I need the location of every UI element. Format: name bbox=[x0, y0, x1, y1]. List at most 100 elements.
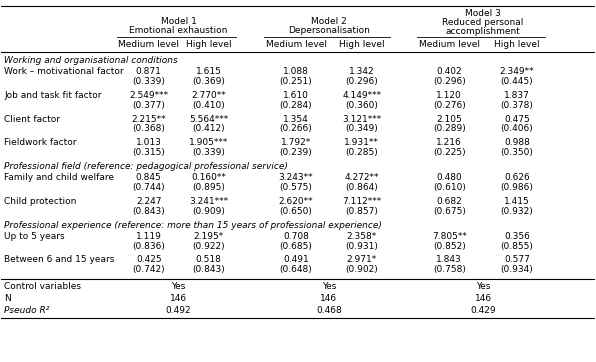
Text: 0.480: 0.480 bbox=[436, 173, 462, 182]
Text: 2.770**: 2.770** bbox=[191, 91, 226, 100]
Text: (0.855): (0.855) bbox=[501, 241, 533, 251]
Text: 2.195*: 2.195* bbox=[193, 232, 224, 241]
Text: (0.648): (0.648) bbox=[280, 265, 312, 274]
Text: Medium level: Medium level bbox=[265, 40, 327, 49]
Text: 4.149***: 4.149*** bbox=[342, 91, 381, 100]
Text: High level: High level bbox=[339, 40, 384, 49]
Text: Yes: Yes bbox=[172, 282, 186, 291]
Text: 3.241***: 3.241*** bbox=[189, 197, 228, 206]
Text: 2.215**: 2.215** bbox=[131, 114, 166, 123]
Text: (0.339): (0.339) bbox=[192, 148, 225, 157]
Text: (0.758): (0.758) bbox=[433, 265, 465, 274]
Text: 2.549***: 2.549*** bbox=[129, 91, 168, 100]
Text: (0.412): (0.412) bbox=[192, 125, 225, 134]
Text: 0.845: 0.845 bbox=[136, 173, 162, 182]
Text: Reduced personal: Reduced personal bbox=[442, 18, 524, 27]
Text: (0.864): (0.864) bbox=[345, 183, 378, 192]
Text: High level: High level bbox=[185, 40, 231, 49]
Text: (0.225): (0.225) bbox=[433, 148, 465, 157]
Text: (0.650): (0.650) bbox=[280, 207, 312, 216]
Text: 1.120: 1.120 bbox=[436, 91, 462, 100]
Text: 1.843: 1.843 bbox=[436, 256, 462, 264]
Text: (0.285): (0.285) bbox=[345, 148, 378, 157]
Text: (0.852): (0.852) bbox=[433, 241, 465, 251]
Text: (0.284): (0.284) bbox=[280, 101, 312, 110]
Text: 1.354: 1.354 bbox=[283, 114, 309, 123]
Text: (0.932): (0.932) bbox=[501, 207, 533, 216]
Text: 0.429: 0.429 bbox=[470, 306, 496, 315]
Text: 146: 146 bbox=[474, 294, 492, 303]
Text: 146: 146 bbox=[320, 294, 337, 303]
Text: Pseudo R²: Pseudo R² bbox=[4, 306, 49, 315]
Text: (0.909): (0.909) bbox=[192, 207, 225, 216]
Text: Client factor: Client factor bbox=[4, 114, 60, 123]
Text: Depersonalisation: Depersonalisation bbox=[288, 26, 370, 35]
Text: Model 2: Model 2 bbox=[311, 17, 347, 26]
Text: 1.931**: 1.931** bbox=[344, 138, 379, 147]
Text: 0.425: 0.425 bbox=[136, 256, 162, 264]
Text: Medium level: Medium level bbox=[118, 40, 179, 49]
Text: 7.112***: 7.112*** bbox=[342, 197, 381, 206]
Text: Working and organisational conditions: Working and organisational conditions bbox=[4, 56, 178, 65]
Text: 0.475: 0.475 bbox=[504, 114, 530, 123]
Text: (0.843): (0.843) bbox=[192, 265, 225, 274]
Text: accomplishment: accomplishment bbox=[446, 27, 520, 36]
Text: 0.160**: 0.160** bbox=[191, 173, 226, 182]
Text: 4.272**: 4.272** bbox=[344, 173, 379, 182]
Text: (0.296): (0.296) bbox=[345, 77, 378, 86]
Text: (0.315): (0.315) bbox=[132, 148, 165, 157]
Text: (0.406): (0.406) bbox=[501, 125, 533, 134]
Text: Professional experience (reference: more than 15 years of professional experienc: Professional experience (reference: more… bbox=[4, 221, 382, 230]
Text: Emotional exhaustion: Emotional exhaustion bbox=[129, 26, 228, 35]
Text: (0.360): (0.360) bbox=[345, 101, 378, 110]
Text: 1.837: 1.837 bbox=[504, 91, 530, 100]
Text: 0.518: 0.518 bbox=[195, 256, 221, 264]
Text: (0.445): (0.445) bbox=[501, 77, 533, 86]
Text: (0.350): (0.350) bbox=[501, 148, 533, 157]
Text: (0.902): (0.902) bbox=[345, 265, 378, 274]
Text: Medium level: Medium level bbox=[419, 40, 480, 49]
Text: (0.744): (0.744) bbox=[132, 183, 165, 192]
Text: (0.575): (0.575) bbox=[280, 183, 312, 192]
Text: 0.682: 0.682 bbox=[436, 197, 462, 206]
Text: 0.871: 0.871 bbox=[136, 67, 162, 76]
Text: Fieldwork factor: Fieldwork factor bbox=[4, 138, 77, 147]
Text: (0.266): (0.266) bbox=[280, 125, 312, 134]
Text: Model 1: Model 1 bbox=[160, 17, 197, 26]
Text: 0.402: 0.402 bbox=[436, 67, 462, 76]
Text: (0.369): (0.369) bbox=[192, 77, 225, 86]
Text: 1.013: 1.013 bbox=[136, 138, 162, 147]
Text: (0.675): (0.675) bbox=[433, 207, 465, 216]
Text: (0.931): (0.931) bbox=[345, 241, 378, 251]
Text: 0.468: 0.468 bbox=[316, 306, 342, 315]
Text: 1.342: 1.342 bbox=[349, 67, 374, 76]
Text: Model 3: Model 3 bbox=[465, 9, 501, 18]
Text: 2.105: 2.105 bbox=[436, 114, 462, 123]
Text: Between 6 and 15 years: Between 6 and 15 years bbox=[4, 256, 115, 264]
Text: (0.339): (0.339) bbox=[132, 77, 165, 86]
Text: 0.491: 0.491 bbox=[283, 256, 309, 264]
Text: Control variables: Control variables bbox=[4, 282, 82, 291]
Text: (0.857): (0.857) bbox=[345, 207, 378, 216]
Text: 146: 146 bbox=[170, 294, 187, 303]
Text: (0.410): (0.410) bbox=[192, 101, 225, 110]
Text: 1.088: 1.088 bbox=[283, 67, 309, 76]
Text: (0.368): (0.368) bbox=[132, 125, 165, 134]
Text: Family and child welfare: Family and child welfare bbox=[4, 173, 114, 182]
Text: 1.792*: 1.792* bbox=[281, 138, 311, 147]
Text: (0.895): (0.895) bbox=[192, 183, 225, 192]
Text: (0.836): (0.836) bbox=[132, 241, 165, 251]
Text: 2.349**: 2.349** bbox=[499, 67, 534, 76]
Text: (0.610): (0.610) bbox=[433, 183, 465, 192]
Text: Job and task fit factor: Job and task fit factor bbox=[4, 91, 102, 100]
Text: 1.905***: 1.905*** bbox=[189, 138, 228, 147]
Text: 1.216: 1.216 bbox=[436, 138, 462, 147]
Text: (0.239): (0.239) bbox=[280, 148, 312, 157]
Text: 5.564***: 5.564*** bbox=[189, 114, 228, 123]
Text: Yes: Yes bbox=[322, 282, 336, 291]
Text: High level: High level bbox=[494, 40, 540, 49]
Text: (0.251): (0.251) bbox=[280, 77, 312, 86]
Text: 0.356: 0.356 bbox=[504, 232, 530, 241]
Text: (0.296): (0.296) bbox=[433, 77, 465, 86]
Text: (0.986): (0.986) bbox=[501, 183, 533, 192]
